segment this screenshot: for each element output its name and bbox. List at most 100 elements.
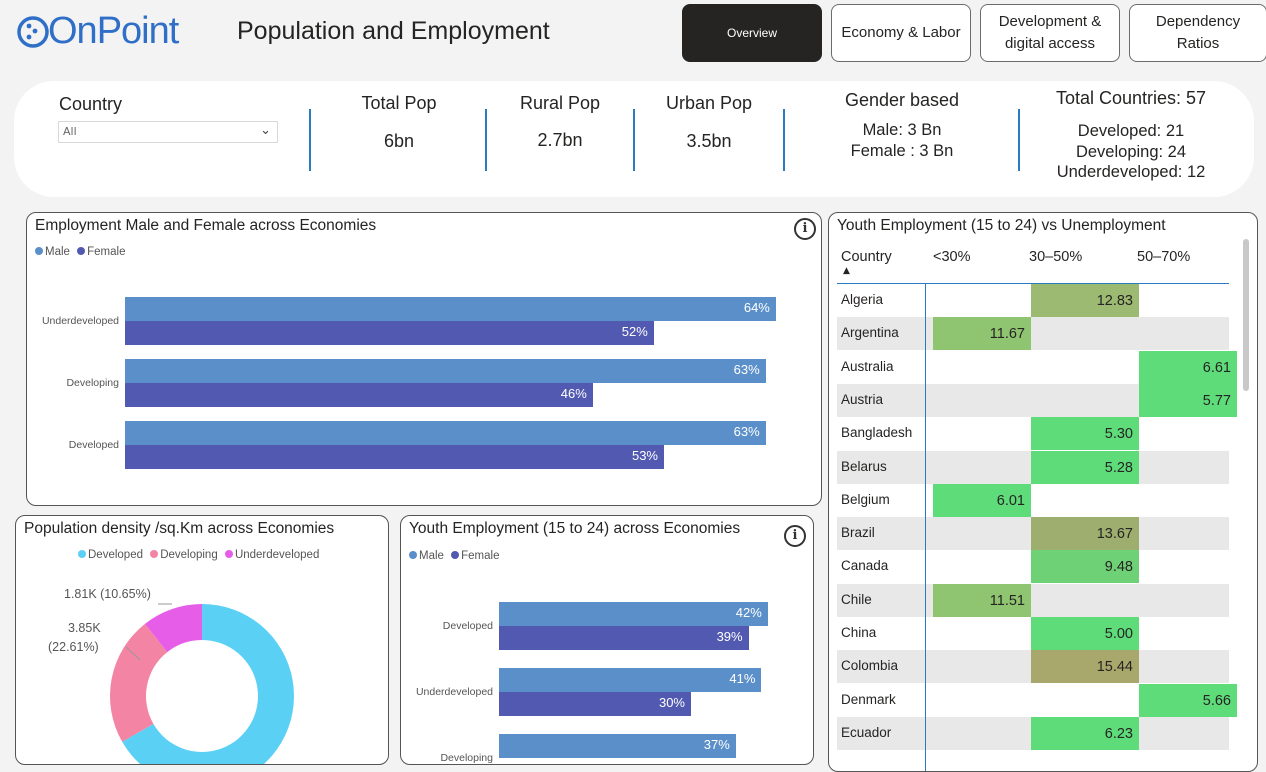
donut-label-developing-value: 3.85K bbox=[68, 621, 101, 635]
column-header-50-70[interactable]: 50–70% bbox=[1137, 249, 1191, 265]
table-row[interactable]: China 5.00 bbox=[837, 617, 1229, 650]
table-cell-country: Denmark bbox=[841, 691, 896, 707]
developed-count: Developed: 21 bbox=[1077, 122, 1185, 140]
column-header-lt30[interactable]: <30% bbox=[933, 249, 971, 265]
donut-label-developing-pct: (22.61%) bbox=[48, 640, 99, 654]
table-cell-value: 6.01 bbox=[933, 483, 1031, 517]
bar-female[interactable]: 30% bbox=[499, 692, 691, 716]
legend-female-dot bbox=[77, 247, 86, 255]
table-scrollbar[interactable] bbox=[1243, 239, 1249, 391]
table-cell-value: 5.30 bbox=[1031, 417, 1139, 451]
table-row[interactable]: Australia 6.61 bbox=[837, 350, 1237, 384]
table-row[interactable]: Brazil 13.67 bbox=[837, 517, 1229, 551]
bar-value-label: 52% bbox=[621, 324, 648, 339]
table-cell-country: Austria bbox=[841, 391, 884, 407]
table-cell-country: Chile bbox=[841, 591, 872, 607]
donut-slice-developing[interactable] bbox=[110, 623, 168, 742]
nav-overview-button[interactable]: Overview bbox=[682, 4, 822, 62]
column-header-country[interactable]: Country bbox=[841, 249, 892, 265]
bar-male[interactable]: 42% bbox=[499, 602, 768, 626]
table-row[interactable]: Denmark 5.66 bbox=[837, 683, 1237, 717]
nav-economy-labor-button[interactable]: Economy & Labor bbox=[831, 4, 971, 62]
nav-dependency-button[interactable]: Dependency Ratios bbox=[1129, 4, 1266, 62]
table-cell-country: Ecuador bbox=[841, 724, 892, 740]
country-filter-label: Country bbox=[59, 94, 123, 114]
table-header: Country ▲ <30% 30–50% 50–70% bbox=[837, 241, 1229, 284]
table-cell-country: Algeria bbox=[841, 292, 884, 307]
info-icon[interactable]: i bbox=[794, 218, 816, 240]
column-header-30-50[interactable]: 30–50% bbox=[1029, 249, 1083, 265]
donut-slice-underdeveloped[interactable] bbox=[144, 604, 202, 653]
bar-value-label: 30% bbox=[658, 695, 685, 710]
urban-pop-label: Urban Pop bbox=[665, 93, 753, 113]
table-cell-country: Canada bbox=[841, 558, 889, 574]
bar-female[interactable]: 52% bbox=[125, 321, 654, 345]
table-row[interactable]: Colombia 15.44 bbox=[837, 650, 1229, 684]
bar-category-label: Developing bbox=[440, 752, 493, 764]
table-cell-country: China bbox=[841, 625, 877, 640]
employment-chart-title: Employment Male and Female across Econom… bbox=[35, 217, 377, 234]
legend-developed-dot bbox=[78, 550, 86, 558]
table-cell-value: 12.83 bbox=[1031, 284, 1139, 317]
bar-male[interactable]: 63% bbox=[125, 421, 766, 445]
kpi-divider bbox=[485, 109, 487, 171]
table-cell-value: 15.44 bbox=[1031, 650, 1139, 684]
legend-male-label: Male bbox=[419, 550, 444, 562]
table-cell-country: Argentina bbox=[841, 325, 899, 341]
underdeveloped-count: Underdeveloped: 12 bbox=[1056, 163, 1206, 181]
urban-pop-value: 3.5bn bbox=[686, 131, 732, 151]
bar-value-label: 42% bbox=[735, 605, 762, 620]
logo-mark-icon bbox=[17, 16, 49, 48]
legend-developed-label: Developed bbox=[88, 549, 143, 561]
table-row[interactable]: Argentina 11.67 bbox=[837, 317, 1229, 351]
donut-slice-developed[interactable] bbox=[122, 604, 294, 764]
bar-female[interactable]: 53% bbox=[125, 445, 664, 469]
table-row[interactable]: Ecuador 6.23 bbox=[837, 716, 1229, 750]
table-cell-value: 5.00 bbox=[1031, 617, 1139, 650]
table-cell-country: Belarus bbox=[841, 458, 887, 474]
info-icon[interactable]: i bbox=[784, 525, 806, 547]
chevron-down-icon: ⌄ bbox=[260, 123, 271, 138]
bar-male[interactable]: 41% bbox=[499, 668, 762, 692]
rural-pop-label: Rural Pop bbox=[519, 93, 601, 113]
kpi-divider bbox=[1018, 109, 1020, 171]
density-chart-panel: Population density /sq.Km across Economi… bbox=[15, 515, 389, 765]
table-row[interactable]: Belgium 6.01 bbox=[837, 483, 1229, 517]
table-cell-value: 6.23 bbox=[1031, 716, 1139, 750]
density-chart-title: Population density /sq.Km across Economi… bbox=[24, 520, 335, 537]
gender-female-value: Female : 3 Bn bbox=[850, 142, 954, 160]
sort-ascending-icon[interactable]: ▲ bbox=[843, 266, 850, 276]
page-title: Population and Employment bbox=[237, 17, 550, 45]
bar-female[interactable]: 46% bbox=[125, 383, 593, 407]
donut-label-underdeveloped: 1.81K (10.65%) bbox=[64, 587, 151, 601]
legend-underdeveloped-label: Underdeveloped bbox=[234, 549, 320, 561]
legend-developing-label: Developing bbox=[160, 549, 218, 561]
legend-female-label: Female bbox=[461, 550, 500, 562]
table-row[interactable]: Chile 11.51 bbox=[837, 583, 1229, 617]
total-pop-value: 6bn bbox=[383, 131, 415, 151]
nav-development-button[interactable]: Development & digital access bbox=[980, 4, 1120, 62]
youth-table-title: Youth Employment (15 to 24) vs Unemploym… bbox=[837, 217, 1166, 234]
bar-male[interactable]: 37% bbox=[499, 734, 736, 758]
kpi-divider bbox=[309, 109, 311, 171]
country-dropdown[interactable]: All ⌄ bbox=[58, 121, 278, 143]
density-legend: Developed Developing Underdeveloped bbox=[78, 549, 319, 561]
total-pop-label: Total Pop bbox=[361, 93, 437, 113]
bar-female[interactable]: 39% bbox=[499, 626, 749, 650]
table-cell-country: Bangladesh bbox=[841, 425, 913, 441]
table-row[interactable]: Austria 5.77 bbox=[837, 383, 1237, 417]
table-row[interactable]: Canada 9.48 bbox=[837, 550, 1229, 584]
total-countries-label: Total Countries: 57 bbox=[1055, 88, 1207, 108]
bar-male[interactable]: 63% bbox=[125, 359, 766, 383]
table-cell-country: Australia bbox=[841, 358, 894, 374]
gender-male-value: Male: 3 Bn bbox=[862, 121, 942, 139]
table-cell-value: 5.28 bbox=[1031, 450, 1139, 484]
table-row[interactable]: Bangladesh 5.30 bbox=[837, 417, 1229, 451]
legend-developing-dot bbox=[150, 550, 159, 558]
bar-value-label: 63% bbox=[733, 424, 760, 439]
table-row[interactable]: Algeria 12.83 bbox=[837, 284, 1229, 317]
youth-legend: Male Female bbox=[409, 550, 500, 562]
table-row[interactable]: Belarus 5.28 bbox=[837, 450, 1229, 484]
country-dropdown-value: All bbox=[63, 125, 77, 138]
bar-male[interactable]: 64% bbox=[125, 297, 776, 321]
